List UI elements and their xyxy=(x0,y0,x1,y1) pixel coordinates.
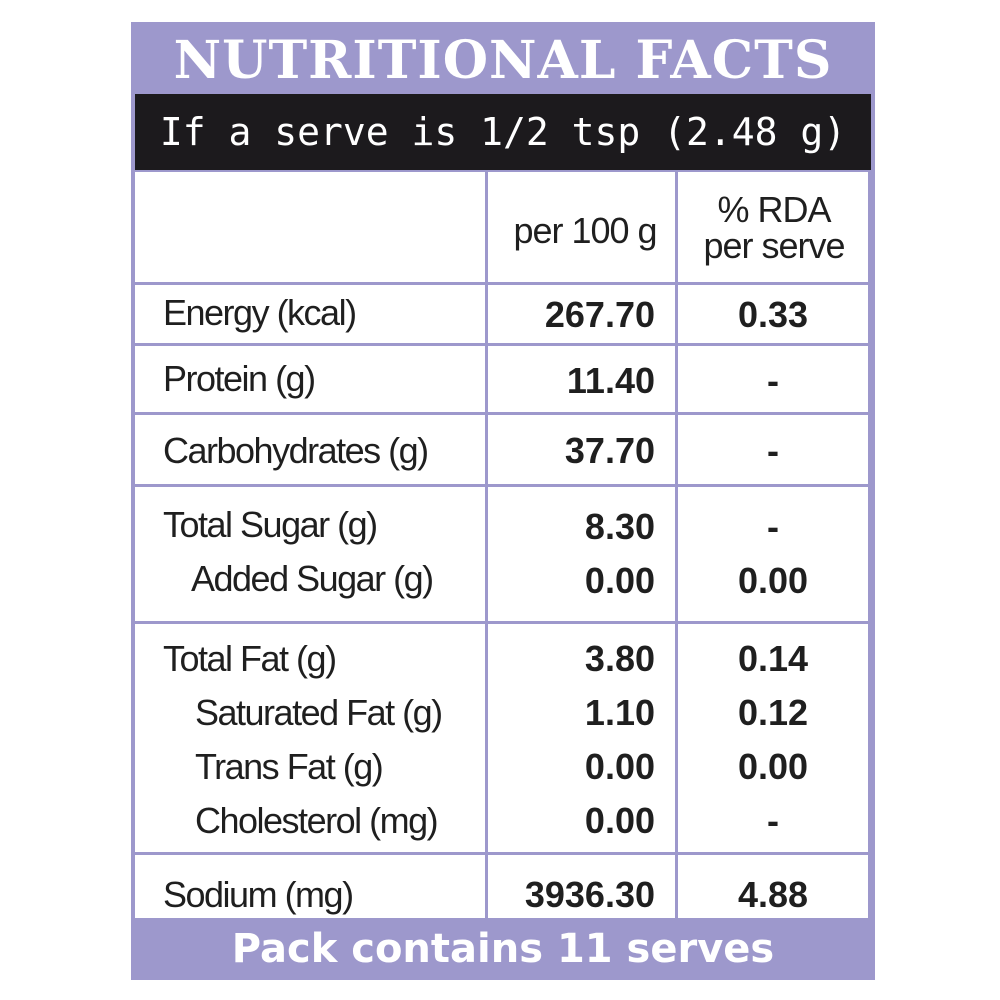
column-divider xyxy=(485,172,488,918)
nutrient-label: Carbohydrates (g) xyxy=(163,430,429,471)
column-divider xyxy=(675,172,678,918)
nutrient-sublabel: Added Sugar (g) xyxy=(191,558,434,599)
row-divider xyxy=(135,852,868,855)
row-divider xyxy=(135,412,868,415)
nutrient-label: Energy (kcal) xyxy=(163,292,357,333)
per-100g-value: 0.00 xyxy=(584,800,655,841)
rda-value: 0.00 xyxy=(737,560,809,601)
nutrient-label: Total Sugar (g) xyxy=(163,504,378,545)
column-header-rda-line1: % RDA xyxy=(717,189,831,230)
rda-value: - xyxy=(767,506,779,547)
rda-value: - xyxy=(767,360,779,401)
serves-per-pack: Pack contains 11 serves xyxy=(231,926,775,972)
rda-value: 0.12 xyxy=(737,692,809,733)
column-header-rda-line2: per serve xyxy=(703,225,845,266)
nutrition-facts-panel: NUTRITIONAL FACTS If a serve is 1/2 tsp … xyxy=(131,22,875,980)
per-100g-value: 11.40 xyxy=(566,360,655,401)
per-100g-value: 37.70 xyxy=(564,430,655,471)
rda-value: 0.00 xyxy=(737,746,809,787)
per-100g-value: 1.10 xyxy=(584,692,655,733)
per-100g-value: 267.70 xyxy=(544,294,655,335)
nutrition-title: NUTRITIONAL FACTS xyxy=(173,30,833,91)
nutrition-table: per 100 g % RDA per serve Energy (kcal) … xyxy=(135,172,868,918)
rda-value: 0.14 xyxy=(737,638,809,679)
serving-size-banner: If a serve is 1/2 tsp (2.48 g) xyxy=(135,94,871,170)
rda-value: 0.33 xyxy=(737,294,809,335)
column-header-per-100g: per 100 g xyxy=(513,210,657,251)
per-100g-value: 0.00 xyxy=(584,560,655,601)
nutrient-label: Sodium (mg) xyxy=(163,874,354,915)
per-100g-value: 3.80 xyxy=(584,638,655,679)
nutrient-sublabel: Cholesterol (mg) xyxy=(195,800,439,841)
per-100g-value: 8.30 xyxy=(584,506,655,547)
nutrient-label: Protein (g) xyxy=(163,358,316,399)
per-100g-value: 3936.30 xyxy=(524,874,655,915)
rda-value: 4.88 xyxy=(737,874,809,915)
row-divider xyxy=(135,484,868,487)
nutrient-sublabel: Saturated Fat (g) xyxy=(195,692,443,733)
per-100g-value: 0.00 xyxy=(584,746,655,787)
row-divider xyxy=(135,282,868,285)
nutrient-sublabel: Trans Fat (g) xyxy=(195,746,384,787)
row-divider xyxy=(135,621,868,624)
rda-value: - xyxy=(767,800,779,841)
rda-value: - xyxy=(767,430,779,471)
row-divider xyxy=(135,343,868,346)
nutrient-label: Total Fat (g) xyxy=(163,638,337,679)
